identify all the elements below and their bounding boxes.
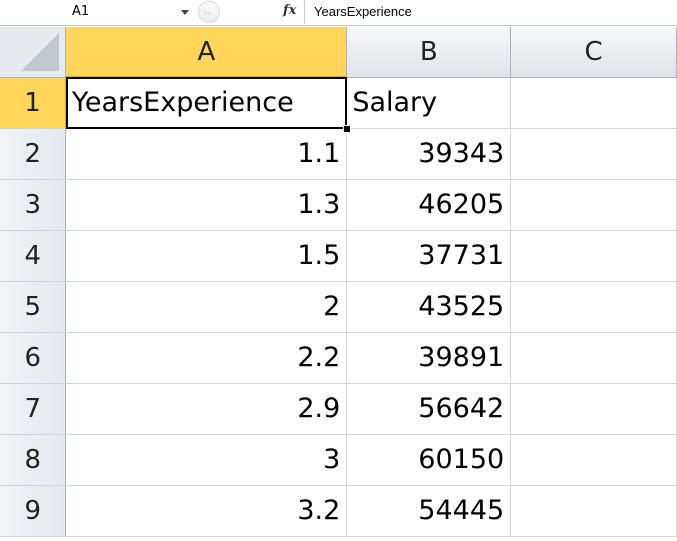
cell-c3[interactable] <box>510 179 677 231</box>
formula-bar-resize-handle[interactable]: ·‥ <box>198 1 220 23</box>
cell-a5[interactable]: 2 <box>65 281 348 333</box>
table-row: 9 3.2 54445 <box>0 485 677 537</box>
table-row: 4 1.5 37731 <box>0 230 677 282</box>
cell-a8[interactable]: 3 <box>65 434 348 486</box>
table-row: 8 3 60150 <box>0 434 677 486</box>
cell-a1[interactable]: YearsExperience <box>65 77 352 133</box>
cell-c2[interactable] <box>510 128 677 180</box>
cell-a2[interactable]: 1.1 <box>65 128 348 180</box>
cell-b7[interactable]: 56642 <box>346 383 512 435</box>
spreadsheet-grid: A B C 1 YearsExperience Salary 2 1.1 393… <box>0 27 677 537</box>
cell-b9[interactable]: 54445 <box>346 485 512 537</box>
row-header[interactable]: 2 <box>0 128 67 180</box>
name-box[interactable]: A1 <box>0 1 196 23</box>
fill-handle[interactable] <box>343 124 352 133</box>
cell-a4[interactable]: 1.5 <box>65 230 348 282</box>
table-row: 5 2 43525 <box>0 281 677 333</box>
cell-a6[interactable]: 2.2 <box>65 332 348 384</box>
cell-b3[interactable]: 46205 <box>346 179 512 231</box>
table-row: 1 YearsExperience Salary <box>0 77 677 133</box>
cell-a3[interactable]: 1.3 <box>65 179 348 231</box>
name-box-value: A1 <box>72 4 90 19</box>
cell-b4[interactable]: 37731 <box>346 230 512 282</box>
cell-b5[interactable]: 43525 <box>346 281 512 333</box>
insert-function-icon[interactable]: fx <box>283 3 297 18</box>
cell-b1[interactable]: Salary <box>346 77 512 129</box>
column-header-b[interactable]: B <box>346 27 512 78</box>
row-header[interactable]: 4 <box>0 230 67 282</box>
chevron-down-icon[interactable] <box>181 10 189 15</box>
cell-b2[interactable]: 39343 <box>346 128 512 180</box>
column-header-a[interactable]: A <box>65 27 348 78</box>
grip-dots-icon: ·‥ <box>203 7 211 17</box>
formula-value: YearsExperience <box>314 4 412 19</box>
row-header[interactable]: 5 <box>0 281 67 333</box>
cell-c5[interactable] <box>510 281 677 333</box>
row-header[interactable]: 3 <box>0 179 67 231</box>
row-header[interactable]: 6 <box>0 332 67 384</box>
table-row: 3 1.3 46205 <box>0 179 677 231</box>
cell-c9[interactable] <box>510 485 677 537</box>
cell-c7[interactable] <box>510 383 677 435</box>
cell-c4[interactable] <box>510 230 677 282</box>
column-header-c[interactable]: C <box>510 27 677 78</box>
select-all-button[interactable] <box>0 27 67 78</box>
row-header[interactable]: 7 <box>0 383 67 435</box>
table-row: 6 2.2 39891 <box>0 332 677 384</box>
select-all-triangle-icon <box>21 32 60 71</box>
row-header[interactable]: 1 <box>0 77 67 129</box>
cell-b8[interactable]: 60150 <box>346 434 512 486</box>
table-row: 7 2.9 56642 <box>0 383 677 435</box>
cell-c1[interactable] <box>510 77 677 129</box>
cell-c6[interactable] <box>510 332 677 384</box>
cell-a9[interactable]: 3.2 <box>65 485 348 537</box>
row-header[interactable]: 9 <box>0 485 67 537</box>
cell-a7[interactable]: 2.9 <box>65 383 348 435</box>
row-header[interactable]: 8 <box>0 434 67 486</box>
formula-input[interactable]: YearsExperience <box>304 0 677 24</box>
cell-value: YearsExperience <box>71 87 294 119</box>
cell-c8[interactable] <box>510 434 677 486</box>
table-row: 2 1.1 39343 <box>0 128 677 180</box>
formula-bar: A1 ·‥ fx YearsExperience <box>0 0 677 26</box>
cell-b6[interactable]: 39891 <box>346 332 512 384</box>
